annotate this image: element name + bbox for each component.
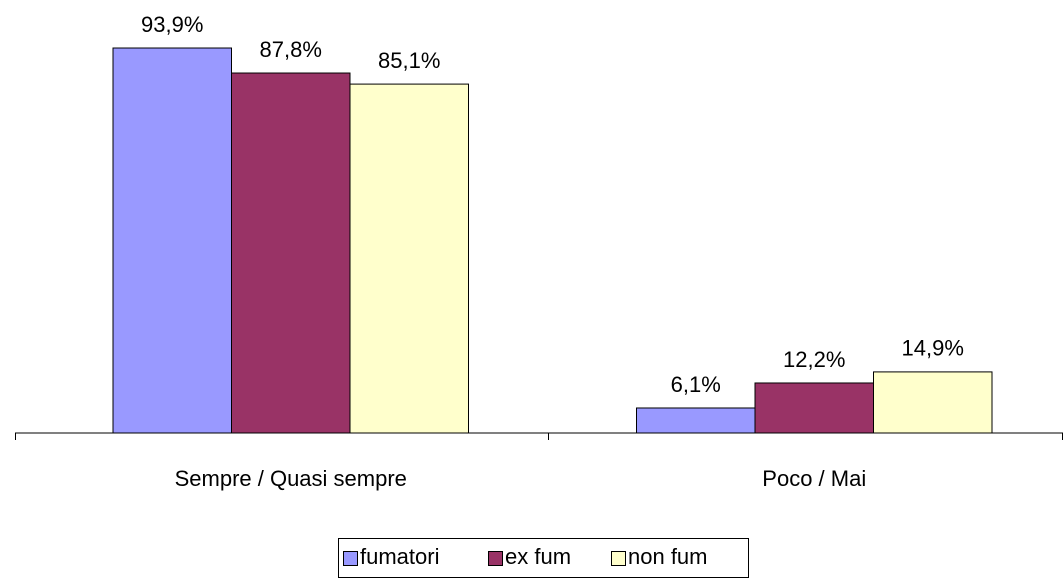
bar (231, 72, 351, 434)
value-label: 14,9% (902, 336, 964, 361)
value-label: 85,1% (378, 48, 440, 73)
value-label: 6,1% (671, 372, 721, 397)
bar (754, 382, 874, 434)
legend-swatch (611, 551, 626, 566)
bar (349, 83, 469, 434)
legend-label: fumatori (360, 544, 439, 569)
legend-label: ex fum (505, 544, 571, 569)
legend-label: non fum (628, 544, 708, 569)
bar (873, 371, 993, 434)
legend-swatch (343, 551, 358, 566)
value-label: 87,8% (260, 37, 322, 62)
bar (112, 47, 232, 434)
bar (636, 407, 756, 434)
value-label: 12,2% (783, 347, 845, 372)
x-tick-label: Sempre / Quasi sempre (175, 466, 407, 491)
legend-box (338, 538, 749, 578)
x-tick-label: Poco / Mai (762, 466, 866, 491)
value-label: 93,9% (141, 12, 203, 37)
legend-swatch (488, 551, 503, 566)
